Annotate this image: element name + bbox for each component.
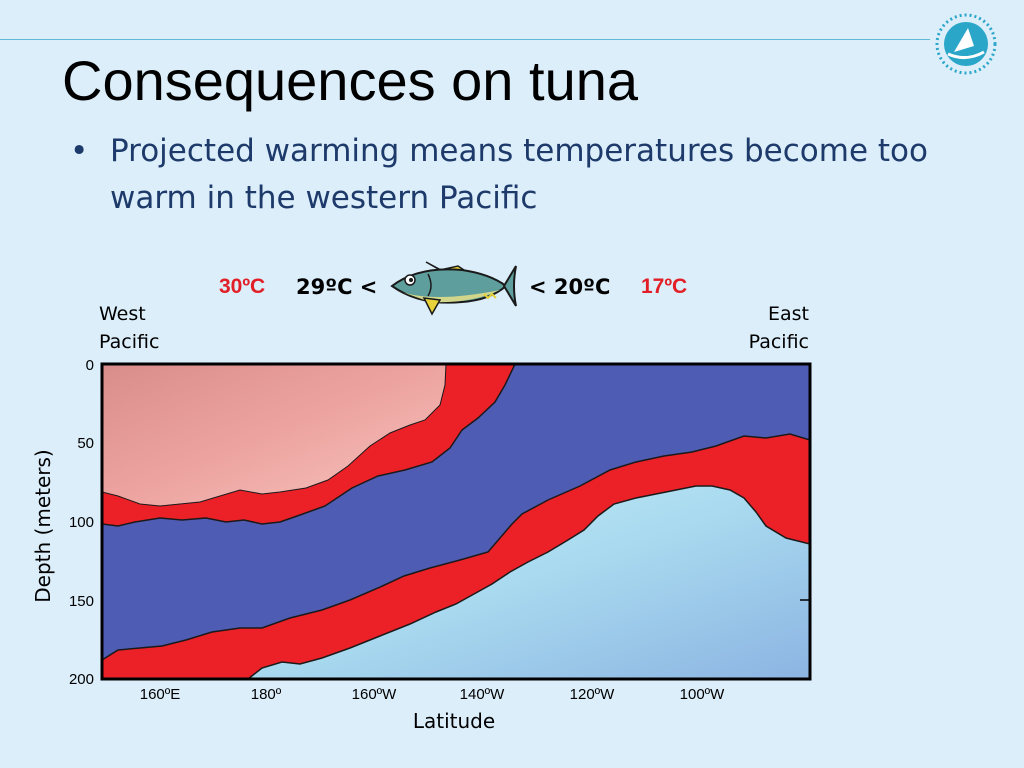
lon-tick-160w: 160ºW [352, 686, 398, 703]
slide-title: Consequences on tuna [62, 49, 638, 112]
east-label: East [768, 303, 809, 325]
pacific-community-logo-icon [935, 13, 997, 75]
temp-label-30: 30ºC [219, 275, 265, 298]
bullet-list: Projected warming means temperatures bec… [70, 128, 930, 222]
west-label: West [99, 303, 146, 325]
depth-tick-0: 0 [86, 357, 94, 374]
depth-tick-200: 200 [69, 671, 94, 688]
lon-tick-120w: 120ºW [570, 686, 616, 703]
bullet-item: Projected warming means temperatures bec… [70, 128, 930, 222]
top-divider [0, 39, 930, 40]
lon-tick-160e: 160ºE [140, 686, 181, 703]
cool-water-region [246, 485, 810, 679]
depth-tick-50: 50 [77, 435, 94, 452]
tuna-fish-icon [390, 261, 517, 316]
depth-tick-100: 100 [69, 514, 94, 531]
east-pacific-label: Pacific [749, 331, 809, 353]
west-pacific-label: Pacific [99, 331, 159, 353]
y-axis-label: Depth (meters) [31, 449, 55, 602]
x-axis-label: Latitude [413, 709, 495, 733]
temperature-section-plot [102, 364, 810, 679]
lon-tick-180: 180º [251, 686, 282, 703]
temp-label-20: < 20ºC [529, 275, 610, 299]
depth-tick-150: 150 [69, 593, 94, 610]
warm-core-region [102, 364, 447, 507]
plot-frame [100, 362, 812, 681]
lon-tick-100w: 100ºW [680, 686, 726, 703]
temp-label-17: 17ºC [641, 275, 687, 298]
temp-label-29: 29ºC < [296, 275, 377, 299]
lon-tick-140w: 140ºW [460, 686, 506, 703]
